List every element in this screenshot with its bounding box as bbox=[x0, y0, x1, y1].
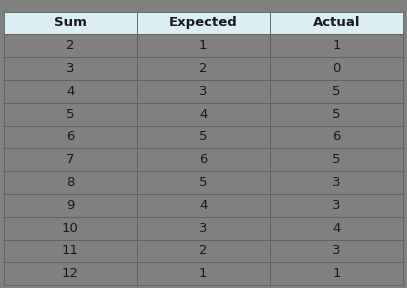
Text: 7: 7 bbox=[66, 153, 75, 166]
Text: 4: 4 bbox=[66, 85, 74, 98]
Bar bbox=[270, 80, 403, 103]
Bar bbox=[137, 148, 270, 171]
Bar bbox=[137, 57, 270, 80]
Text: 3: 3 bbox=[199, 222, 208, 235]
Bar bbox=[270, 148, 403, 171]
Text: 2: 2 bbox=[66, 39, 75, 52]
Text: 0: 0 bbox=[332, 62, 341, 75]
Bar bbox=[4, 171, 137, 194]
Bar bbox=[4, 34, 137, 57]
Bar bbox=[137, 12, 270, 34]
Text: 6: 6 bbox=[199, 153, 208, 166]
Text: 3: 3 bbox=[332, 176, 341, 189]
Text: 4: 4 bbox=[199, 199, 208, 212]
Text: 6: 6 bbox=[66, 130, 74, 143]
Text: 1: 1 bbox=[199, 39, 208, 52]
Text: 1: 1 bbox=[332, 267, 341, 280]
Text: Sum: Sum bbox=[54, 16, 87, 29]
Bar bbox=[270, 171, 403, 194]
Bar bbox=[137, 103, 270, 126]
Text: 5: 5 bbox=[332, 85, 341, 98]
Bar bbox=[4, 194, 137, 217]
Text: 5: 5 bbox=[332, 108, 341, 121]
Text: 3: 3 bbox=[199, 85, 208, 98]
Text: 5: 5 bbox=[199, 176, 208, 189]
Text: 1: 1 bbox=[332, 39, 341, 52]
Bar bbox=[4, 80, 137, 103]
Text: 10: 10 bbox=[62, 222, 79, 235]
Text: 11: 11 bbox=[62, 245, 79, 257]
Text: 3: 3 bbox=[332, 199, 341, 212]
Bar bbox=[270, 194, 403, 217]
Text: 3: 3 bbox=[332, 245, 341, 257]
Bar bbox=[137, 194, 270, 217]
Bar bbox=[137, 217, 270, 240]
Text: 5: 5 bbox=[332, 153, 341, 166]
Bar bbox=[4, 262, 137, 285]
Bar bbox=[4, 240, 137, 262]
Text: 4: 4 bbox=[199, 108, 208, 121]
Bar bbox=[270, 103, 403, 126]
Bar bbox=[137, 80, 270, 103]
Bar bbox=[4, 103, 137, 126]
Text: 5: 5 bbox=[199, 130, 208, 143]
Bar bbox=[137, 126, 270, 148]
Text: 3: 3 bbox=[66, 62, 75, 75]
Text: 8: 8 bbox=[66, 176, 74, 189]
Text: Actual: Actual bbox=[313, 16, 360, 29]
Bar bbox=[270, 34, 403, 57]
Text: 1: 1 bbox=[199, 267, 208, 280]
Bar bbox=[4, 126, 137, 148]
Text: 5: 5 bbox=[66, 108, 75, 121]
Text: Expected: Expected bbox=[169, 16, 238, 29]
Bar bbox=[270, 57, 403, 80]
Bar bbox=[137, 262, 270, 285]
Bar bbox=[4, 148, 137, 171]
Text: 2: 2 bbox=[199, 245, 208, 257]
Bar bbox=[270, 240, 403, 262]
Bar bbox=[137, 240, 270, 262]
Bar bbox=[270, 12, 403, 34]
Bar bbox=[270, 126, 403, 148]
Bar bbox=[4, 57, 137, 80]
Text: 2: 2 bbox=[199, 62, 208, 75]
Bar bbox=[270, 262, 403, 285]
Bar bbox=[4, 217, 137, 240]
Bar bbox=[137, 171, 270, 194]
Text: 12: 12 bbox=[62, 267, 79, 280]
Bar bbox=[4, 12, 137, 34]
Bar bbox=[137, 34, 270, 57]
Text: 4: 4 bbox=[332, 222, 341, 235]
Text: 9: 9 bbox=[66, 199, 74, 212]
Bar bbox=[270, 217, 403, 240]
Text: 6: 6 bbox=[332, 130, 341, 143]
